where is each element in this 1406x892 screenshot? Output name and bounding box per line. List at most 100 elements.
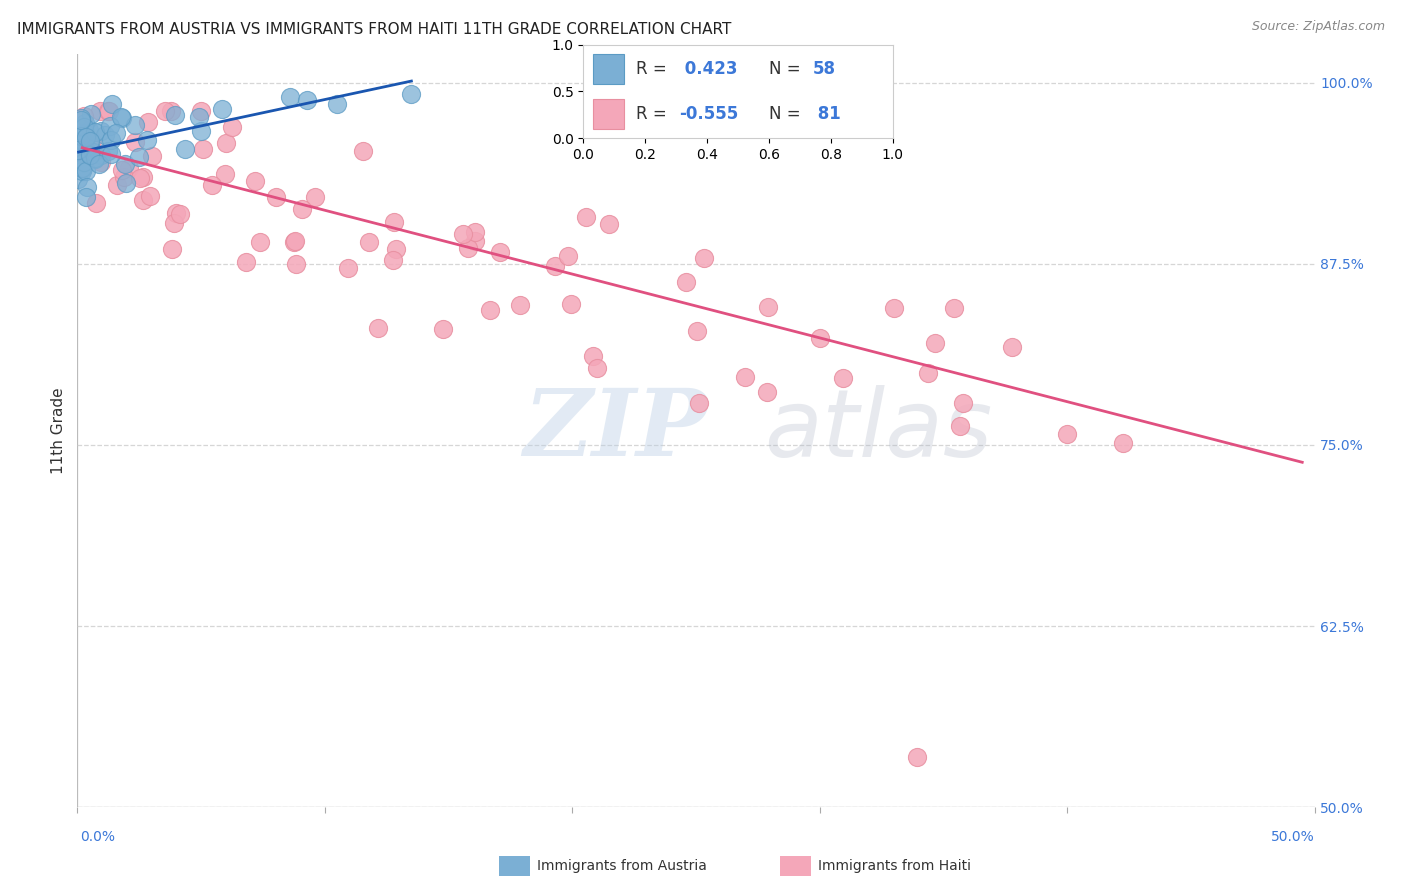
Point	[693, 251, 716, 265]
Point	[905, 749, 928, 764]
Point	[80, 134, 103, 148]
Point	[76, 146, 98, 161]
Point	[111, 163, 134, 178]
Point	[69, 142, 91, 156]
Point	[101, 97, 124, 112]
Point	[479, 303, 502, 318]
Point	[357, 235, 380, 250]
Point	[191, 142, 214, 156]
Point	[264, 190, 287, 204]
Point	[79, 148, 101, 162]
Point	[1056, 427, 1078, 442]
Point	[235, 255, 257, 269]
Point	[543, 259, 565, 273]
Text: 0.0%: 0.0%	[80, 830, 115, 844]
Point	[165, 107, 187, 121]
Point	[69, 146, 91, 161]
Point	[943, 301, 966, 315]
Point	[598, 217, 620, 231]
Point	[132, 194, 155, 208]
Point	[1111, 435, 1133, 450]
Text: -0.555: -0.555	[679, 105, 738, 123]
Point	[69, 113, 91, 128]
Text: Immigrants from Austria: Immigrants from Austria	[537, 859, 707, 873]
Point	[291, 202, 314, 216]
Point	[464, 234, 486, 248]
Point	[98, 104, 121, 119]
Point	[1001, 340, 1024, 354]
Point	[72, 161, 94, 176]
Point	[90, 148, 112, 162]
Point	[104, 126, 127, 140]
Point	[132, 169, 155, 184]
Point	[385, 242, 408, 256]
Point	[464, 225, 486, 239]
Point	[79, 139, 101, 153]
Point	[75, 164, 97, 178]
Point	[141, 149, 163, 163]
Point	[77, 123, 100, 137]
Point	[114, 157, 136, 171]
Point	[111, 111, 134, 125]
Point	[94, 128, 117, 143]
Point	[83, 152, 105, 166]
Point	[808, 331, 831, 345]
Point	[557, 249, 579, 263]
Point	[917, 366, 939, 380]
Point	[73, 116, 96, 130]
Point	[688, 396, 710, 410]
Point	[352, 144, 374, 158]
Point	[97, 104, 120, 119]
Point	[69, 128, 91, 143]
Point	[169, 207, 191, 221]
Text: N =: N =	[769, 105, 806, 123]
Y-axis label: 11th Grade: 11th Grade	[51, 387, 66, 474]
Point	[79, 134, 101, 148]
Point	[756, 300, 779, 314]
Point	[75, 136, 97, 151]
Point	[190, 104, 212, 119]
Point	[73, 120, 96, 134]
Point	[115, 176, 138, 190]
Point	[675, 275, 697, 289]
Point	[734, 370, 756, 384]
Point	[128, 150, 150, 164]
Point	[72, 161, 94, 175]
Point	[832, 371, 855, 385]
Point	[75, 189, 97, 203]
Text: R =: R =	[636, 60, 672, 78]
Point	[337, 260, 360, 275]
Point	[243, 174, 266, 188]
Point	[153, 104, 176, 119]
Point	[214, 167, 236, 181]
Point	[200, 178, 222, 192]
Point	[70, 111, 93, 125]
Point	[188, 111, 211, 125]
Point	[283, 235, 305, 249]
Point	[84, 196, 107, 211]
Point	[304, 190, 326, 204]
Text: ZIP: ZIP	[523, 385, 707, 475]
Point	[136, 115, 159, 129]
Point	[278, 90, 301, 104]
Text: R =: R =	[636, 105, 672, 123]
Point	[129, 171, 152, 186]
Point	[82, 145, 104, 159]
Text: IMMIGRANTS FROM AUSTRIA VS IMMIGRANTS FROM HAITI 11TH GRADE CORRELATION CHART: IMMIGRANTS FROM AUSTRIA VS IMMIGRANTS FR…	[17, 22, 731, 37]
Point	[67, 145, 90, 160]
Text: Source: ZipAtlas.com: Source: ZipAtlas.com	[1251, 20, 1385, 33]
Point	[382, 252, 405, 267]
Point	[124, 119, 146, 133]
Text: 0.423: 0.423	[679, 60, 738, 78]
Point	[883, 301, 905, 315]
Point	[112, 169, 135, 184]
Point	[139, 189, 162, 203]
Point	[165, 206, 187, 220]
Point	[211, 102, 233, 116]
Text: N =: N =	[769, 60, 806, 78]
Point	[100, 133, 122, 147]
Point	[110, 110, 132, 124]
Point	[575, 211, 598, 225]
FancyBboxPatch shape	[593, 99, 624, 129]
FancyBboxPatch shape	[593, 54, 624, 84]
